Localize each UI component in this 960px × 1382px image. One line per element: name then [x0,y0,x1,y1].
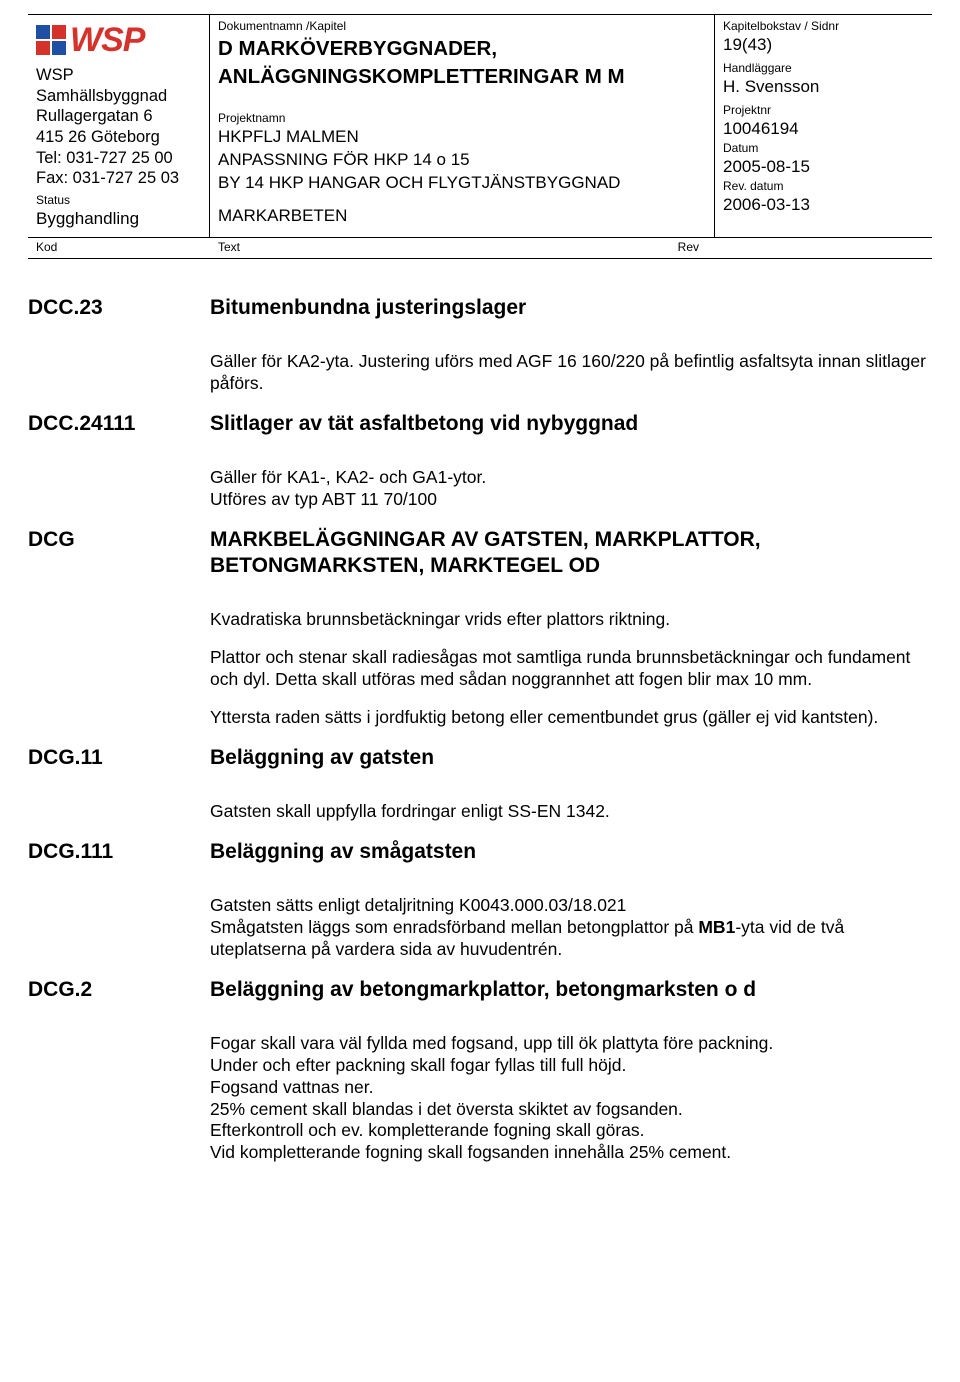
handl-label: Handläggare [723,61,892,76]
section-heading: Beläggning av gatsten [210,745,932,771]
section-code: DCG.11 [28,745,210,783]
section-heading: Beläggning av betongmarkplattor, betongm… [210,977,932,1003]
org-address1: Rullagergatan 6 [36,106,201,127]
doc-title-1: D MARKÖVERBYGGNADER, [218,36,706,62]
section-text: Fogsand vattnas ner. [210,1077,932,1099]
section-dcg111: DCG.111 Beläggning av smågatsten [28,839,932,877]
section-text-block: Gäller för KA1-, KA2- och GA1-ytor. Utfö… [210,467,932,511]
document-content: DCC.23 Bitumenbundna justeringslager Gäl… [28,295,932,1165]
section-dcg2: DCG.2 Beläggning av betongmarkplattor, b… [28,977,932,1015]
section-text: 25% cement skall blandas i det översta s… [210,1099,932,1121]
org-block: WSP Samhällsbyggnad Rullagergatan 6 415 … [36,65,201,189]
page: WSP WSP Samhällsbyggnad Rullagergatan 6 … [0,0,960,1382]
header-center: Dokumentnamn /Kapitel D MARKÖVERBYGGNADE… [210,15,715,237]
section-text: Gäller för KA1-, KA2- och GA1-ytor. [210,467,932,489]
section-heading: Beläggning av smågatsten [210,839,932,865]
org-address2: 415 26 Göteborg [36,127,201,148]
section-text: Yttersta raden sätts i jordfuktig betong… [210,707,932,729]
header-table: WSP WSP Samhällsbyggnad Rullagergatan 6 … [28,14,932,238]
proj-line4: MARKARBETEN [218,205,706,228]
section-dcc23: DCC.23 Bitumenbundna justeringslager [28,295,932,333]
doc-title-2: ANLÄGGNINGSKOMPLETTERINGAR M M [218,64,706,90]
section-dcc24111: DCC.24111 Slitlager av tät asfaltbetong … [28,411,932,449]
rev-label: Rev [678,240,707,254]
kod-label: Kod [28,238,210,258]
kap-value: 19(43) [723,34,892,57]
proj-line1: HKPFLJ MALMEN [218,126,706,149]
logo: WSP [36,23,201,57]
org-fax: Fax: 031-727 25 03 [36,168,201,189]
projnr-value: 10046194 [723,118,892,141]
section-text-block: Fogar skall vara väl fyllda med fogsand,… [210,1033,932,1164]
section-code: DCG.111 [28,839,210,877]
proj-label: Projektnamn [218,111,706,126]
text-fragment: Smågatsten läggs som enradsförband mella… [210,917,698,937]
section-text: Utföres av typ ABT 11 70/100 [210,489,932,511]
column-header-row: Kod Text Rev [28,238,932,259]
section-text: Efterkontroll och ev. kompletterande fog… [210,1120,932,1142]
section-text: Gäller för KA2-yta. Justering uförs med … [210,351,932,395]
doc-label: Dokumentnamn /Kapitel [218,19,706,34]
section-heading: Bitumenbundna justeringslager [210,295,932,321]
section-text: Plattor och stenar skall radiesågas mot … [210,647,932,691]
section-code: DCC.24111 [28,411,210,449]
org-tel: Tel: 031-727 25 00 [36,148,201,169]
section-text: Smågatsten läggs som enradsförband mella… [210,917,932,961]
org-name: WSP Samhällsbyggnad [36,65,201,106]
status-label: Status [36,193,201,208]
section-code: DCG.2 [28,977,210,1015]
section-code: DCG [28,527,210,592]
section-text: Under och efter packning skall fogar fyl… [210,1055,932,1077]
section-text: Gatsten skall uppfylla fordringar enligt… [210,801,932,823]
revdatum-value: 2006-03-13 [723,194,892,217]
projnr-label: Projektnr [723,103,892,118]
text-label: Text [218,240,678,254]
status-value: Bygghandling [36,208,201,231]
handl-value: H. Svensson [723,76,892,99]
datum-label: Datum [723,141,892,156]
section-heading: Slitlager av tät asfaltbetong vid nybygg… [210,411,932,437]
section-dcg: DCG MARKBELÄGGNINGAR AV GATSTEN, MARKPLA… [28,527,932,592]
text-bold: MB1 [698,917,735,937]
section-dcg11: DCG.11 Beläggning av gatsten [28,745,932,783]
datum-value: 2005-08-15 [723,156,892,179]
section-text: Gatsten sätts enligt detaljritning K0043… [210,895,932,917]
logo-text: WSP [70,23,144,57]
kap-label: Kapitelbokstav / Sidnr [723,19,892,34]
section-text: Vid kompletterande fogning skall fogsand… [210,1142,932,1164]
header-right: Kapitelbokstav / Sidnr 19(43) Handläggar… [715,15,900,237]
proj-line3: BY 14 HKP HANGAR OCH FLYGTJÄNSTBYGGNAD [218,172,706,195]
section-heading: MARKBELÄGGNINGAR AV GATSTEN, MARKPLATTOR… [210,527,932,580]
section-text: Kvadratiska brunnsbetäckningar vrids eft… [210,609,932,631]
section-text-block: Gatsten sätts enligt detaljritning K0043… [210,895,932,961]
header-left: WSP WSP Samhällsbyggnad Rullagergatan 6 … [28,15,210,237]
logo-mark-icon [36,25,66,55]
section-code: DCC.23 [28,295,210,333]
section-text: Fogar skall vara väl fyllda med fogsand,… [210,1033,932,1055]
revdatum-label: Rev. datum [723,179,892,194]
proj-line2: ANPASSNING FÖR HKP 14 o 15 [218,149,706,172]
